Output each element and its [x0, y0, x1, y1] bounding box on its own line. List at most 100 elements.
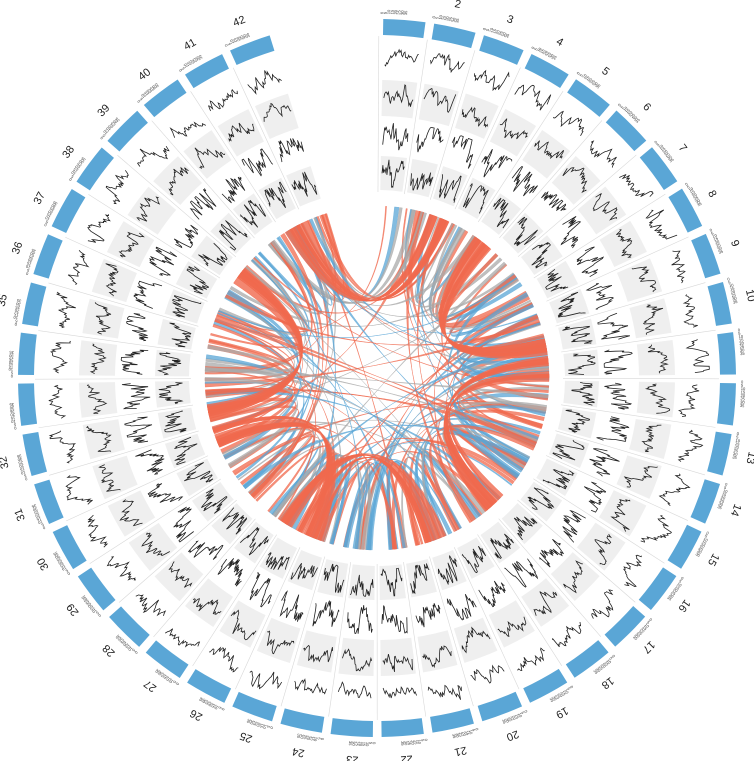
tick-label: 25	[407, 740, 412, 746]
tick-label: 25	[693, 195, 700, 202]
track-background	[160, 607, 213, 659]
synteny-link	[443, 355, 549, 511]
track-background	[582, 273, 626, 313]
synteny-link	[205, 320, 294, 395]
tick-label: 0	[653, 139, 659, 145]
track-background	[526, 184, 573, 230]
tick-label: 35	[403, 10, 408, 16]
tick-label: 25	[448, 16, 454, 22]
density-line	[423, 88, 457, 114]
density-line	[640, 515, 673, 543]
tick-label: 35	[80, 594, 87, 601]
segment-divider	[429, 556, 474, 707]
tick-label: 30	[54, 553, 61, 560]
density-line	[50, 340, 71, 374]
density-line	[126, 313, 149, 342]
density-line	[474, 69, 510, 92]
density-line	[470, 664, 505, 684]
tick-label: 25	[458, 732, 464, 738]
density-line	[531, 242, 551, 269]
tick-label: 15	[88, 605, 95, 612]
track-background	[232, 193, 273, 236]
track-background	[576, 522, 626, 571]
tick-label: 30	[241, 33, 248, 40]
density-line	[183, 462, 214, 483]
synteny-link	[204, 344, 293, 373]
tick-label: 5	[14, 318, 18, 323]
tick-label: 10	[606, 658, 613, 665]
tick-label: 35	[79, 156, 86, 163]
track-background	[536, 458, 578, 496]
tick-label: 10	[741, 386, 746, 391]
tick-label: 35	[732, 454, 738, 460]
track-background	[598, 490, 647, 537]
tick-label: 35	[504, 32, 511, 39]
synteny-link	[352, 459, 453, 550]
tick-label: 5	[485, 27, 491, 31]
tick-label: 35	[634, 117, 641, 124]
tick-label: 20	[57, 559, 64, 566]
density-line	[239, 526, 269, 556]
tick-label: 15	[660, 145, 667, 152]
tick-label: 5	[368, 742, 373, 745]
tick-label: 10	[581, 72, 588, 79]
density-line	[89, 343, 107, 374]
synteny-link	[218, 276, 518, 339]
density-line	[462, 182, 489, 214]
tick-label: 20	[494, 29, 500, 36]
density-line	[106, 556, 137, 581]
density-line	[427, 684, 462, 700]
segment-divider	[517, 499, 636, 603]
track-background	[651, 243, 699, 291]
tick-label: 5	[738, 331, 742, 336]
tick-label: 10	[168, 678, 175, 685]
density-line	[118, 231, 145, 258]
chromosome-label: 5	[599, 65, 611, 78]
tick-label: 20	[639, 627, 646, 634]
tick-label: 10	[24, 264, 31, 270]
tick-label: 15	[713, 236, 720, 243]
track-background	[106, 221, 155, 268]
tick-label: 35	[668, 156, 675, 163]
track-background	[382, 42, 423, 81]
density-line	[562, 325, 593, 344]
track-background	[488, 600, 535, 648]
density-line	[499, 118, 528, 140]
track-background	[241, 652, 290, 700]
track-background	[674, 335, 713, 376]
track-background	[424, 46, 470, 90]
synteny-link	[281, 454, 432, 544]
density-line	[565, 409, 591, 433]
tick-label: 15	[25, 260, 32, 266]
synteny-link	[242, 424, 529, 490]
chromosome-label: 9	[728, 238, 741, 248]
density-line	[65, 475, 93, 505]
tick-label: 25	[28, 254, 35, 260]
tick-label: 35	[454, 17, 460, 23]
tick-label: 0	[320, 738, 325, 742]
tick-label: 15	[514, 713, 521, 720]
synteny-link	[217, 312, 458, 532]
track-background	[153, 156, 203, 205]
tick-label: 10	[703, 536, 710, 543]
track-background	[55, 243, 103, 292]
chromosome-block	[330, 718, 374, 737]
density-line	[562, 167, 588, 194]
synteny-link	[216, 422, 334, 540]
tick-label: 30	[77, 158, 84, 165]
density-line	[539, 538, 564, 568]
chromosome-block	[18, 383, 38, 426]
tick-label: 10	[213, 704, 220, 711]
track-background	[473, 143, 516, 189]
track-background	[379, 600, 411, 638]
synteny-link	[251, 259, 361, 550]
segment-divider	[117, 155, 237, 258]
density-line	[347, 605, 373, 634]
track-background	[192, 481, 234, 522]
chromosome-label: 40	[136, 66, 153, 83]
tick-label: 15	[124, 643, 131, 650]
tick-label: 15	[45, 212, 52, 219]
track-background	[296, 630, 337, 673]
tick-label: 15	[729, 285, 735, 291]
tick-label: 5	[64, 568, 69, 574]
